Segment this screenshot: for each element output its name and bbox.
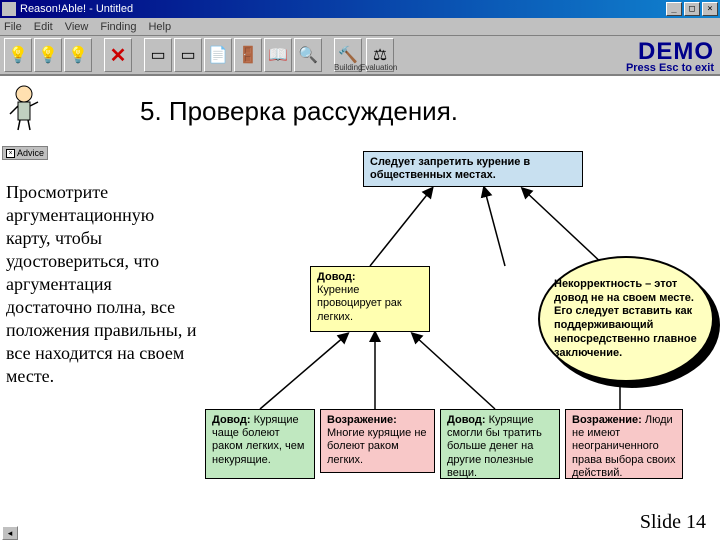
menu-help[interactable]: Help	[148, 21, 171, 33]
content-area: × Advice 5. Проверка рассуждения. Просмо…	[0, 76, 720, 540]
instruction-text: Просмотрите аргументационную карту, чтоб…	[6, 181, 202, 388]
menubar: File Edit View Finding Help	[0, 18, 720, 36]
globe-icon[interactable]: 🔍	[294, 38, 322, 72]
argument-diagram: Следует запретить курение в общественных…	[205, 151, 711, 531]
bulb-green-icon[interactable]: 💡	[4, 38, 32, 72]
slide-number: Slide 14	[640, 511, 706, 534]
demo-subtitle: Press Esc to exit	[626, 62, 714, 74]
advice-label: Advice	[17, 148, 44, 158]
objection-node-2[interactable]: Возражение: Люди не имеют неограниченног…	[565, 409, 683, 479]
check-icon: ×	[6, 149, 15, 158]
window-buttons: _ □ ×	[666, 2, 718, 16]
minimize-button[interactable]: _	[666, 2, 682, 16]
door-icon[interactable]: 🚪	[234, 38, 262, 72]
window-titlebar: Reason!Able! - Untitled _ □ ×	[0, 0, 720, 18]
r4-label: Возражение:	[572, 414, 642, 426]
objection-node-1[interactable]: Возражение: Многие курящие не болеют рак…	[320, 409, 435, 473]
doc-icon[interactable]: 📄	[204, 38, 232, 72]
building-label: Building	[334, 63, 362, 72]
menu-finding[interactable]: Finding	[100, 21, 136, 33]
root-claim-text: Следует запретить курение в общественных…	[370, 156, 530, 181]
maximize-button[interactable]: □	[684, 2, 700, 16]
bulb-green2-icon[interactable]: 💡	[34, 38, 62, 72]
reason-node-1[interactable]: Довод: Курящие чаще болеют раком легких,…	[205, 409, 315, 479]
callout-bubble: Некорректность – этот довод не на своем …	[538, 256, 714, 382]
menu-view[interactable]: View	[65, 21, 89, 33]
demo-panel: DEMO Press Esc to exit	[626, 38, 714, 74]
evaluation-label: Evaluation	[360, 63, 397, 72]
toolbar: 💡 💡 💡 ✕ ▭ ▭ 📄 🚪 📖 🔍 🔨 Building ⚖ Evaluat…	[0, 36, 720, 76]
callout-text: Некорректность – этот довод не на своем …	[554, 278, 698, 361]
book-icon[interactable]: 📖	[264, 38, 292, 72]
mascot-icon	[4, 82, 44, 132]
advice-checkbox[interactable]: × Advice	[2, 146, 48, 160]
delete-icon[interactable]: ✕	[104, 38, 132, 72]
scroll-left-button[interactable]: ◂	[2, 526, 18, 540]
bulb-red-icon[interactable]: 💡	[64, 38, 92, 72]
menu-file[interactable]: File	[4, 21, 22, 33]
close-button[interactable]: ×	[702, 2, 718, 16]
reason-node-2[interactable]: Довод: Курящие смогли бы тратить больше …	[440, 409, 560, 479]
argument-node-1[interactable]: Довод: Курение провоцирует рак легких.	[310, 266, 430, 332]
r1-label: Довод:	[212, 414, 251, 426]
r2-label: Возражение:	[327, 414, 397, 426]
card2-icon[interactable]: ▭	[174, 38, 202, 72]
r3-label: Довод:	[447, 414, 486, 426]
r2-text: Многие курящие не болеют раком легких.	[327, 427, 427, 465]
page-title: 5. Проверка рассуждения.	[140, 96, 458, 127]
menu-edit[interactable]: Edit	[34, 21, 53, 33]
card-icon[interactable]: ▭	[144, 38, 172, 72]
arg1-label: Довод:	[317, 271, 356, 283]
arg1-text: Курение провоцирует рак легких.	[317, 284, 402, 322]
root-claim-node[interactable]: Следует запретить курение в общественных…	[363, 151, 583, 187]
app-icon	[2, 2, 16, 16]
window-title: Reason!Able! - Untitled	[20, 3, 666, 15]
